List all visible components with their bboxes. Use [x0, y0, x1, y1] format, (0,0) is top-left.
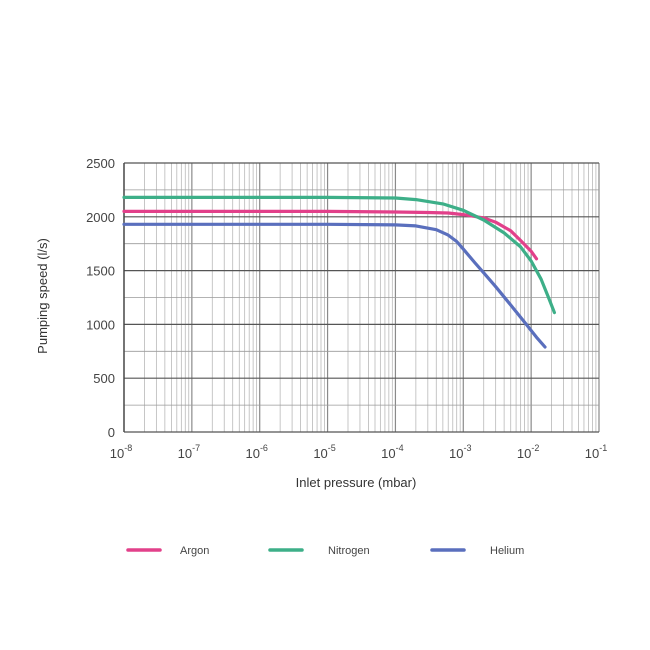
y-axis-label: Pumping speed (l/s) — [35, 238, 50, 354]
y-tick-label: 1500 — [86, 264, 115, 279]
chart-grid — [123, 162, 600, 433]
x-tick-label: 10-1 — [585, 443, 607, 461]
legend-label-helium: Helium — [490, 545, 524, 557]
x-axis-label: Inlet pressure (mbar) — [296, 475, 417, 490]
series-line-nitrogen — [122, 195, 557, 315]
x-tick-label: 10-4 — [381, 443, 403, 461]
x-tick-label: 10-7 — [178, 443, 200, 461]
y-tick-label: 0 — [108, 425, 115, 440]
x-tick-label: 10-5 — [313, 443, 335, 461]
y-tick-label: 2500 — [86, 156, 115, 171]
y-axis-ticks: 0 500 1000 1500 2000 2500 — [86, 156, 115, 440]
legend-label-nitrogen: Nitrogen — [328, 545, 370, 557]
x-tick-label: 10-2 — [517, 443, 539, 461]
x-tick-label: 10-8 — [110, 443, 132, 461]
x-tick-label: 10-3 — [449, 443, 471, 461]
x-tick-label: 10-6 — [245, 443, 267, 461]
legend-label-argon: Argon — [180, 545, 209, 557]
series-line-helium — [122, 222, 547, 349]
x-axis-ticks: 10-8 10-7 10-6 10-5 10-4 10-3 10-2 10-1 — [110, 443, 607, 461]
y-tick-label: 2000 — [86, 210, 115, 225]
chart-legend: Argon Nitrogen Helium — [126, 545, 524, 557]
series-line-argon — [122, 209, 539, 261]
y-tick-label: 500 — [93, 371, 115, 386]
chart-series — [122, 195, 557, 349]
y-tick-label: 1000 — [86, 317, 115, 332]
